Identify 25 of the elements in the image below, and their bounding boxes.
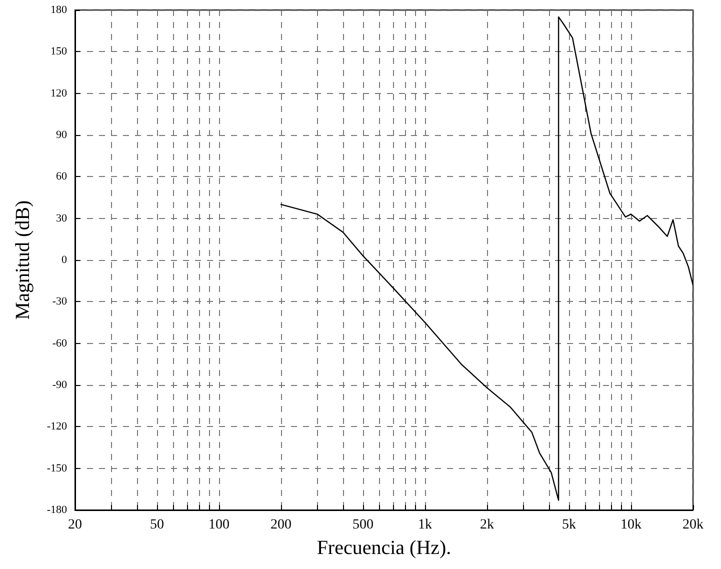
x-tick-label: 100 — [208, 518, 230, 532]
x-tick-label: 200 — [270, 518, 292, 532]
x-tick-label: 50 — [150, 518, 164, 532]
x-axis-title: Frecuencia (Hz). — [316, 537, 452, 559]
y-axis-title: Magnitud (dB) — [12, 200, 34, 320]
x-tick-label: 20 — [68, 518, 82, 532]
y-tick-label: -60 — [52, 337, 68, 350]
x-tick-label: 5k — [562, 518, 576, 532]
x-tick-label: 20k — [682, 518, 704, 532]
y-tick-label: -90 — [52, 379, 68, 391]
x-tick-label: 10k — [620, 518, 642, 532]
x-tick-label: 1k — [418, 518, 432, 532]
x-tick-label: 2k — [480, 518, 494, 532]
y-tick-label: 90 — [56, 129, 68, 141]
y-tick-label: -120 — [46, 420, 68, 433]
y-tick-label: 0 — [62, 254, 68, 266]
y-tick-label: 180 — [50, 4, 68, 16]
y-tick-label: -180 — [46, 504, 68, 516]
y-tick-label: -30 — [52, 296, 68, 308]
y-tick-label: 30 — [56, 212, 68, 224]
x-tick-label: 500 — [352, 518, 374, 532]
y-tick-label: -150 — [46, 462, 68, 474]
y-tick-label: 60 — [56, 170, 68, 183]
y-tick-label: 120 — [50, 87, 68, 100]
y-tick-label: 150 — [50, 46, 68, 58]
